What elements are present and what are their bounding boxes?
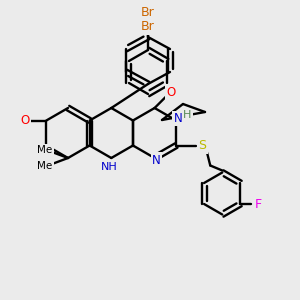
- Text: F: F: [255, 197, 262, 211]
- Text: Me: Me: [38, 161, 52, 171]
- Text: N: N: [174, 112, 183, 125]
- Text: NH: NH: [101, 162, 118, 172]
- Text: N: N: [152, 154, 161, 166]
- Text: H: H: [183, 110, 191, 121]
- Text: Me: Me: [38, 145, 52, 155]
- Text: O: O: [166, 85, 175, 98]
- Text: Br: Br: [141, 5, 155, 19]
- Text: Br: Br: [141, 20, 155, 34]
- Text: O: O: [21, 114, 30, 127]
- Text: S: S: [198, 139, 206, 152]
